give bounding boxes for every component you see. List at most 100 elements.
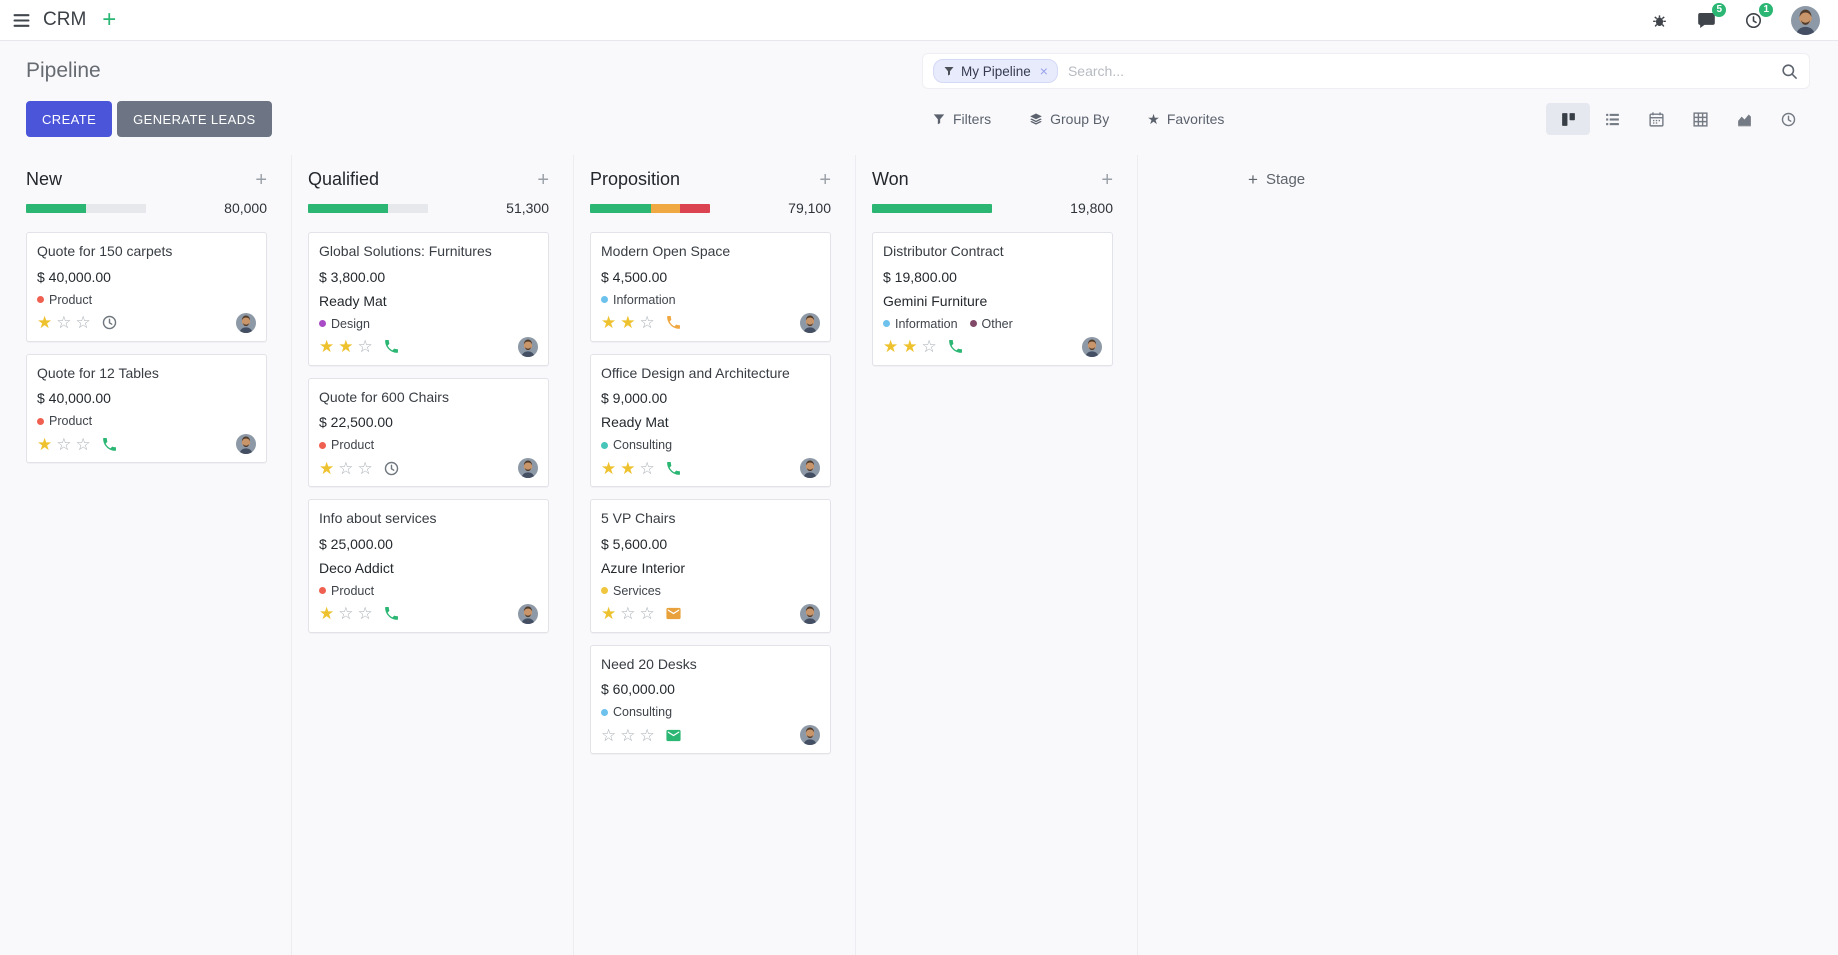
column-title[interactable]: Proposition: [590, 169, 681, 189]
kanban-card[interactable]: Info about services $ 25,000.00 Deco Add…: [308, 499, 549, 633]
kanban-card[interactable]: Need 20 Desks $ 60,000.00 Consulting ☆ ☆ ☆: [590, 644, 831, 754]
star-empty-icon[interactable]: ☆: [56, 313, 72, 332]
star-filled-icon[interactable]: ★: [37, 434, 53, 454]
column-title[interactable]: Qualified: [308, 169, 380, 189]
card-tag[interactable]: Product: [37, 293, 92, 307]
card-avatar[interactable]: [800, 458, 820, 478]
column-add-button[interactable]: +: [255, 168, 267, 191]
messages-button[interactable]: 5: [1697, 2, 1726, 30]
view-calendar-button[interactable]: [1634, 103, 1678, 135]
kanban-card[interactable]: Office Design and Architecture $ 9,000.0…: [590, 353, 831, 487]
kanban-card[interactable]: Distributor Contract $ 19,800.00 Gemini …: [872, 232, 1113, 366]
clock-activity-icon[interactable]: [383, 460, 400, 477]
card-tag[interactable]: Information: [883, 317, 958, 331]
column-title[interactable]: New: [26, 169, 63, 189]
star-empty-icon[interactable]: ☆: [357, 337, 373, 356]
search-facet[interactable]: My Pipeline ×: [933, 59, 1058, 83]
kanban-card[interactable]: Quote for 600 Chairs $ 22,500.00 Product…: [308, 377, 549, 487]
star-filled-icon[interactable]: ★: [902, 337, 918, 356]
card-avatar[interactable]: [800, 312, 820, 333]
star-filled-icon[interactable]: ★: [319, 604, 335, 623]
card-tag[interactable]: Services: [601, 584, 661, 598]
star-empty-icon[interactable]: ☆: [601, 725, 617, 745]
star-filled-icon[interactable]: ★: [601, 313, 617, 332]
star-empty-icon[interactable]: ☆: [620, 604, 636, 623]
kanban-card[interactable]: Modern Open Space $ 4,500.00 Information…: [590, 232, 831, 342]
phone-activity-icon[interactable]: [101, 436, 118, 453]
add-stage-button[interactable]: + Stage: [1138, 155, 1305, 190]
card-avatar[interactable]: [518, 458, 538, 478]
card-avatar[interactable]: [518, 336, 538, 357]
activities-button[interactable]: 1: [1744, 2, 1773, 30]
card-tag[interactable]: Product: [319, 438, 374, 452]
create-button[interactable]: CREATE: [26, 101, 113, 137]
clock-activity-icon[interactable]: [101, 314, 118, 331]
card-avatar[interactable]: [236, 312, 256, 333]
view-list-button[interactable]: [1590, 103, 1634, 135]
card-avatar[interactable]: [1082, 336, 1102, 357]
card-tag[interactable]: Consulting: [601, 705, 672, 719]
progress-segment[interactable]: [651, 203, 680, 213]
group-by-button[interactable]: Group By: [1029, 111, 1109, 127]
progress-segment[interactable]: [388, 203, 428, 213]
card-tag[interactable]: Consulting: [601, 438, 672, 452]
progress-segment[interactable]: [26, 203, 86, 213]
phone-activity-icon[interactable]: [947, 338, 964, 355]
phone-activity-icon[interactable]: [383, 338, 400, 355]
progress-segment[interactable]: [86, 203, 146, 213]
card-avatar[interactable]: [800, 725, 820, 745]
star-empty-icon[interactable]: ☆: [639, 458, 655, 478]
star-filled-icon[interactable]: ★: [319, 458, 335, 478]
apps-menu-icon[interactable]: [12, 11, 31, 30]
star-empty-icon[interactable]: ☆: [620, 725, 636, 745]
search-bar[interactable]: My Pipeline ×: [922, 53, 1810, 89]
star-filled-icon[interactable]: ★: [883, 337, 899, 356]
card-tag[interactable]: Product: [319, 584, 374, 598]
star-empty-icon[interactable]: ☆: [56, 434, 72, 454]
column-title[interactable]: Won: [872, 169, 909, 189]
view-activity-button[interactable]: [1766, 103, 1810, 135]
view-kanban-button[interactable]: [1546, 103, 1590, 135]
star-filled-icon[interactable]: ★: [319, 337, 335, 356]
envelope-activity-icon[interactable]: [665, 605, 682, 622]
column-add-button[interactable]: +: [537, 168, 549, 191]
phone-activity-icon[interactable]: [665, 460, 682, 477]
star-empty-icon[interactable]: ☆: [75, 434, 91, 454]
star-empty-icon[interactable]: ☆: [639, 604, 655, 623]
column-add-button[interactable]: +: [1101, 168, 1113, 191]
star-filled-icon[interactable]: ★: [620, 313, 636, 332]
star-empty-icon[interactable]: ☆: [639, 725, 655, 745]
column-add-button[interactable]: +: [819, 168, 831, 191]
user-avatar[interactable]: [1791, 5, 1820, 35]
star-empty-icon[interactable]: ☆: [75, 313, 91, 332]
debug-bug-icon[interactable]: [1650, 11, 1669, 30]
view-graph-button[interactable]: [1722, 103, 1766, 135]
progress-segment[interactable]: [590, 203, 652, 213]
card-avatar[interactable]: [518, 603, 538, 624]
star-filled-icon[interactable]: ★: [620, 458, 636, 478]
quick-add-icon[interactable]: +: [102, 6, 117, 33]
star-empty-icon[interactable]: ☆: [921, 337, 937, 356]
star-empty-icon[interactable]: ☆: [338, 604, 354, 623]
star-empty-icon[interactable]: ☆: [639, 313, 655, 332]
card-tag[interactable]: Design: [319, 317, 370, 331]
star-filled-icon[interactable]: ★: [338, 337, 354, 356]
phone-activity-icon[interactable]: [383, 605, 400, 622]
favorites-button[interactable]: ★ Favorites: [1147, 111, 1224, 127]
card-tag[interactable]: Information: [601, 293, 676, 307]
kanban-card[interactable]: Global Solutions: Furnitures $ 3,800.00 …: [308, 232, 549, 366]
facet-remove-button[interactable]: ×: [1039, 63, 1048, 79]
app-name[interactable]: CRM: [43, 9, 87, 30]
progress-segment[interactable]: [308, 203, 389, 213]
card-tag[interactable]: Other: [969, 317, 1013, 331]
card-tag[interactable]: Product: [37, 414, 92, 428]
kanban-card[interactable]: Quote for 150 carpets $ 40,000.00 Produc…: [26, 232, 267, 342]
star-empty-icon[interactable]: ☆: [357, 604, 373, 623]
star-filled-icon[interactable]: ★: [601, 604, 617, 623]
star-empty-icon[interactable]: ☆: [357, 458, 373, 478]
kanban-card[interactable]: 5 VP Chairs $ 5,600.00 Azure Interior Se…: [590, 499, 831, 633]
progress-segment[interactable]: [679, 203, 710, 213]
star-filled-icon[interactable]: ★: [601, 458, 617, 478]
star-filled-icon[interactable]: ★: [37, 313, 53, 332]
star-empty-icon[interactable]: ☆: [338, 458, 354, 478]
